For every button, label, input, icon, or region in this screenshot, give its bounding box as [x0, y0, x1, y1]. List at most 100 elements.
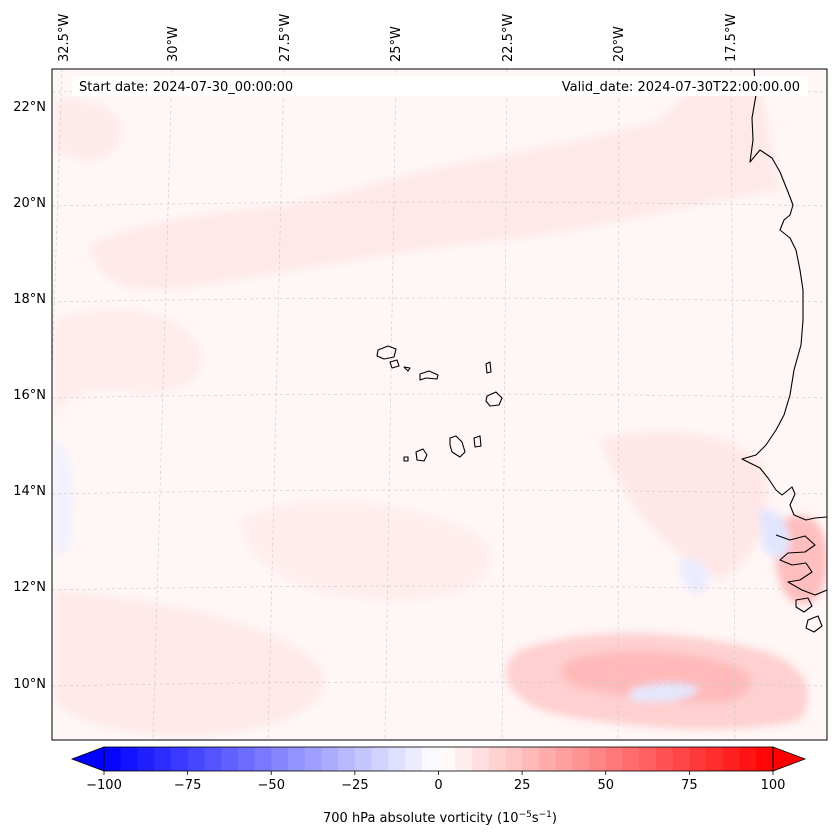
- colorbar-step: [756, 747, 774, 771]
- colorbar-step: [522, 747, 540, 771]
- colorbar-step: [488, 747, 507, 771]
- colorbar-step: [405, 747, 423, 771]
- colorbar-step: [589, 747, 607, 771]
- coastline: [376, 69, 827, 633]
- colorbar-step: [371, 747, 389, 771]
- lat-label-14n: 14°N: [13, 484, 46, 499]
- vorticity-patch-central: [240, 501, 493, 600]
- start-date-label: Start date: 2024-07-30_00:00:00: [79, 80, 293, 95]
- vorticity-patch-northwest: [55, 99, 122, 160]
- colorbar-step: [137, 747, 155, 771]
- colorbar-step: [154, 747, 172, 771]
- lat-label-20n: 20°N: [13, 196, 46, 211]
- senegal-gambia-coast: [775, 534, 827, 596]
- colorbar-step: [204, 747, 222, 771]
- graticule: [52, 69, 827, 740]
- colorbar-step: [438, 747, 456, 771]
- island-sal: [485, 361, 492, 374]
- colorbar-step: [104, 747, 122, 771]
- lon-label-17-5w: 17.5°W: [724, 14, 739, 62]
- meridian-27-5w: [267, 69, 285, 740]
- colorbar-step: [271, 747, 289, 771]
- negative-vorticity-coast: [760, 509, 790, 559]
- colorbar-step: [706, 747, 724, 771]
- colorbar-step: [672, 747, 690, 771]
- island-fogo: [415, 448, 428, 462]
- island-santiago: [449, 435, 466, 458]
- colorbar-step: [354, 747, 373, 771]
- colorbar-step: [187, 747, 205, 771]
- colorbar-step: [689, 747, 707, 771]
- parallel-18n: [52, 297, 827, 303]
- colorbar-tick-label: 100: [761, 778, 786, 793]
- island-santa-luzia: [403, 366, 411, 372]
- lat-label-12n: 12°N: [13, 580, 46, 595]
- longitude-labels: 32.5°W 30°W 27.5°W 25°W 22.5°W 20°W 17.5…: [57, 14, 739, 62]
- island-sao-nicolau: [419, 370, 439, 381]
- colorbar-tick-label: 50: [597, 778, 614, 793]
- colorbar-step: [505, 747, 523, 771]
- meridian-22-5w: [501, 69, 508, 740]
- island-boa-vista: [485, 391, 503, 407]
- parallel-20n: [52, 201, 827, 207]
- vorticity-band-north: [90, 80, 780, 290]
- colorbar-step: [237, 747, 256, 771]
- colorbar-tick-label: −25: [341, 778, 368, 793]
- colorbar-step: [455, 747, 473, 771]
- lon-label-30w: 30°W: [166, 26, 181, 62]
- meridian-25w: [384, 69, 397, 740]
- colorbar-tick-label: 75: [681, 778, 698, 793]
- colorbar-step: [739, 747, 757, 771]
- colorbar-step: [321, 747, 339, 771]
- lon-label-32-5w: 32.5°W: [57, 14, 72, 62]
- colorbar-tick-label: −50: [258, 778, 285, 793]
- meridian-17-5w: [730, 69, 736, 740]
- colorbar-step: [338, 747, 356, 771]
- parallel-12n: [52, 585, 827, 591]
- lon-label-27-5w: 27.5°W: [278, 14, 293, 62]
- vorticity-band-south-core: [561, 651, 751, 703]
- colorbar-tick-label: 0: [434, 778, 442, 793]
- colorbar-step: [388, 747, 406, 771]
- colorbar-step: [170, 747, 189, 771]
- colorbar-tick-label: −100: [86, 778, 122, 793]
- date-strip-background: [72, 76, 808, 96]
- colorbar-step: [622, 747, 640, 771]
- island-santo-antao: [376, 345, 397, 360]
- colorbar-step: [221, 747, 239, 771]
- island-sao-vicente: [389, 359, 400, 369]
- negative-vorticity-west: [55, 440, 72, 555]
- colorbar-max-extension: [772, 746, 807, 772]
- meridian-30w: [152, 69, 173, 740]
- map-panel: Start date: 2024-07-30_00:00:00 Valid_da…: [51, 68, 828, 741]
- lat-label-10n: 10°N: [13, 677, 46, 692]
- parallel-14n: [52, 489, 827, 495]
- island-brava: [403, 456, 409, 462]
- colorbar-step: [572, 747, 590, 771]
- lon-label-25w: 25°W: [389, 26, 404, 62]
- vorticity-patch-east: [600, 431, 768, 580]
- valid-date-label: Valid_date: 2024-07-30T22:00:00.00: [562, 80, 800, 95]
- vorticity-patch-west: [55, 310, 202, 420]
- colorbar-step: [287, 747, 306, 771]
- colorbar-step: [639, 747, 657, 771]
- colorbar-ticks: −100 −75 −50 −25 0 25 50 75 100: [86, 771, 785, 793]
- colorbar-step: [722, 747, 741, 771]
- colorbar: −100 −75 −50 −25 0 25 50 75 100 700 hPa absolute…: [70, 746, 807, 826]
- island-maio: [473, 435, 482, 448]
- lat-label-16n: 16°N: [13, 388, 46, 403]
- colorbar-step: [421, 747, 440, 771]
- latitude-labels: 22°N 20°N 18°N 16°N 14°N 12°N 10°N: [13, 100, 46, 692]
- colorbar-step: [555, 747, 573, 771]
- lon-label-22-5w: 22.5°W: [501, 14, 516, 62]
- colorbar-steps: [104, 747, 774, 771]
- colorbar-step: [471, 747, 490, 771]
- lat-label-18n: 18°N: [13, 292, 46, 307]
- colorbar-step: [304, 747, 323, 771]
- parallel-10n: [52, 681, 827, 687]
- negative-vorticity-south: [630, 683, 700, 702]
- negative-vorticity-east: [680, 559, 709, 594]
- meridian-20w: [617, 69, 620, 740]
- colorbar-min-extension: [70, 746, 105, 772]
